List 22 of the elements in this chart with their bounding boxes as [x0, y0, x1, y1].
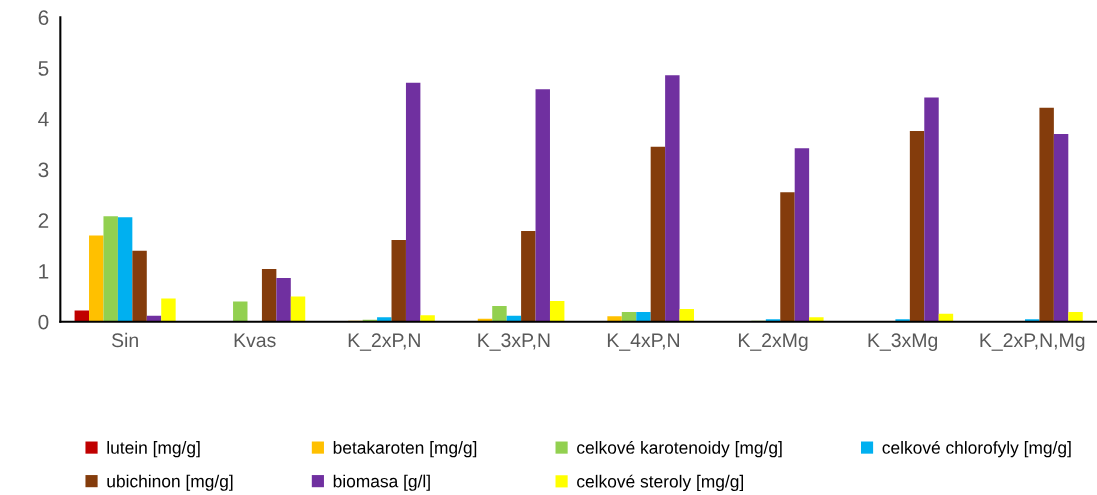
- x-tick-label: K_2xP,N,Mg: [980, 333, 1085, 351]
- x-tick-label: K_4xP,N: [607, 333, 679, 351]
- y-tick-label: 1: [39, 264, 49, 279]
- legend-label: celkové steroly [mg/g]: [577, 474, 743, 492]
- y-tick-label: 0: [38, 314, 49, 330]
- legend-label: ubichinon [mg/g]: [107, 474, 233, 491]
- y-tick-label: 5: [38, 61, 49, 76]
- y-tick-label: 2: [38, 213, 49, 228]
- y-tick-label: 3: [38, 162, 49, 178]
- x-tick-label: Kvas: [234, 333, 276, 348]
- legend-label: celkové karotenoidy [mg/g]: [577, 440, 782, 458]
- x-tick-label: K_2xMg: [738, 333, 808, 351]
- legend-label: celkové chlorofyly [mg/g]: [882, 440, 1071, 458]
- y-tick-label: 6: [38, 10, 49, 26]
- legend-label: betakaroten [mg/g]: [333, 441, 477, 458]
- x-tick-label: K_3xMg: [868, 333, 938, 351]
- legend-label: lutein [mg/g]: [107, 441, 200, 458]
- y-tick-label: 4: [38, 112, 49, 127]
- x-tick-label: Sin: [111, 332, 138, 348]
- x-tick-label: K_2xP,N: [348, 333, 420, 351]
- x-tick-label: K_3xP,N: [478, 333, 550, 351]
- legend-label: biomasa [g/l]: [333, 474, 430, 491]
